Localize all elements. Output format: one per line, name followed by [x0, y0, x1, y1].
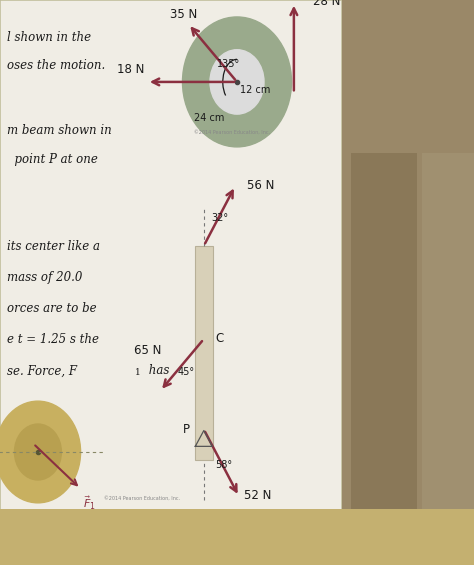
- Text: ©2014 Pearson Education, Inc.: ©2014 Pearson Education, Inc.: [194, 130, 270, 135]
- Text: 1: 1: [135, 368, 141, 377]
- Bar: [351, 153, 417, 520]
- Text: oses the motion.: oses the motion.: [7, 59, 105, 72]
- Text: orces are to be: orces are to be: [7, 302, 97, 315]
- Text: se. Force, F: se. Force, F: [7, 364, 77, 377]
- Text: 135°: 135°: [217, 59, 240, 69]
- Text: ©2014 Pearson Education, Inc.: ©2014 Pearson Education, Inc.: [104, 496, 180, 501]
- Text: 65 N: 65 N: [134, 344, 161, 357]
- Text: 32°: 32°: [211, 213, 228, 223]
- Text: m beam shown in: m beam shown in: [7, 124, 112, 137]
- Text: 45°: 45°: [177, 367, 194, 377]
- Text: 56 N: 56 N: [247, 179, 274, 192]
- Text: its center like a: its center like a: [7, 240, 100, 253]
- Text: C: C: [216, 332, 224, 346]
- Text: 28 N: 28 N: [313, 0, 340, 8]
- Text: 24 cm: 24 cm: [194, 113, 225, 123]
- Bar: [422, 153, 474, 520]
- Bar: [0, 0, 341, 508]
- Text: has: has: [145, 364, 169, 377]
- Text: e t = 1.25 s the: e t = 1.25 s the: [7, 333, 99, 346]
- Text: l shown in the: l shown in the: [7, 31, 91, 44]
- Text: mass of 20.0: mass of 20.0: [7, 271, 82, 284]
- Circle shape: [182, 17, 292, 147]
- Circle shape: [14, 424, 62, 480]
- Circle shape: [0, 401, 81, 503]
- Text: 12 cm: 12 cm: [240, 85, 271, 95]
- Text: 35 N: 35 N: [170, 8, 197, 21]
- Circle shape: [210, 50, 264, 114]
- Text: point P at one: point P at one: [7, 153, 98, 166]
- Text: 58°: 58°: [216, 460, 233, 471]
- Text: $\vec{F}_1$: $\vec{F}_1$: [83, 494, 96, 512]
- Text: P: P: [182, 423, 190, 436]
- Bar: [0, 508, 474, 565]
- Bar: [195, 246, 213, 460]
- Text: 52 N: 52 N: [244, 489, 272, 502]
- Text: 18 N: 18 N: [117, 63, 145, 76]
